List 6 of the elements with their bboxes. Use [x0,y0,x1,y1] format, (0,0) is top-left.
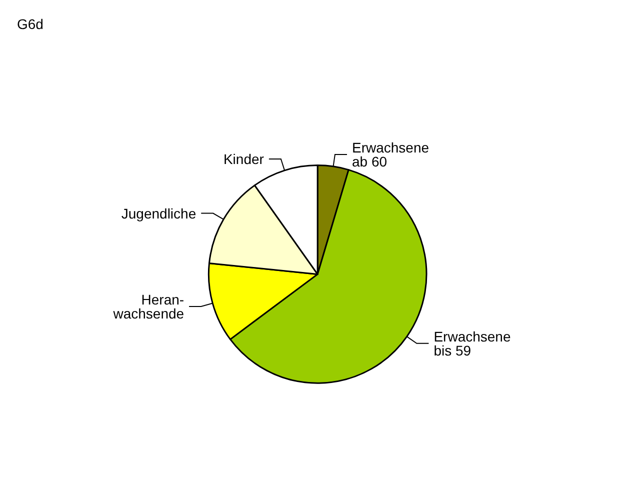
slice-label: Kinder [223,150,264,167]
slice-label: Erwachsene bis 59 [434,328,511,358]
slice-label: Heran- wachsende [112,291,184,322]
chart-title: G6d [17,16,44,32]
slice-label: Erwachsene ab 60 [352,140,430,170]
slice-label: Jugendliche [121,205,196,222]
